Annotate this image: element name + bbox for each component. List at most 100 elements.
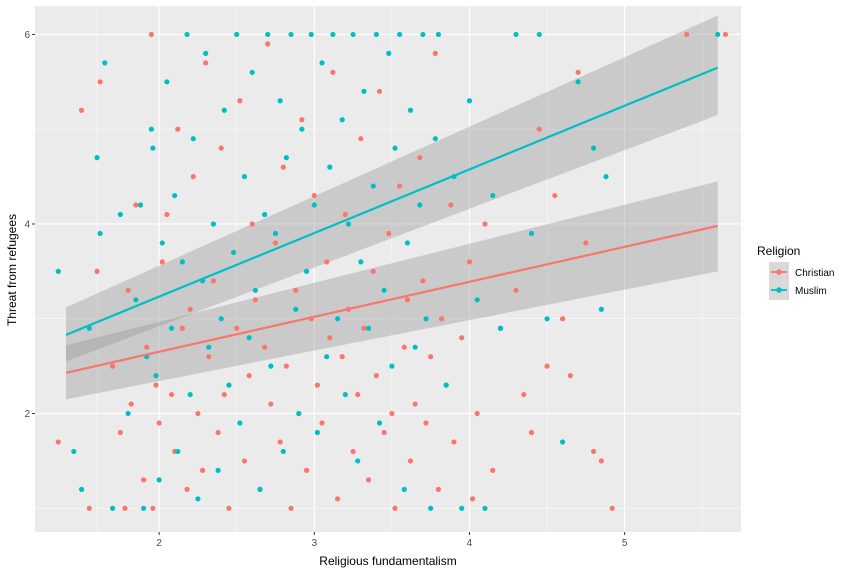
point-muslim-15: [150, 145, 156, 151]
point-muslim-76: [386, 50, 392, 56]
point-christian-43: [262, 344, 268, 350]
point-muslim-95: [482, 505, 488, 511]
point-christian-38: [241, 458, 248, 464]
point-christian-21: [175, 126, 181, 132]
point-muslim-101: [544, 316, 550, 322]
point-muslim-75: [381, 287, 387, 293]
point-muslim-10: [133, 297, 139, 303]
point-muslim-45: [265, 31, 271, 38]
point-muslim-11: [137, 202, 144, 208]
point-muslim-90: [443, 382, 449, 388]
point-christian-94: [466, 259, 473, 265]
point-christian-33: [221, 391, 227, 398]
point-muslim-0: [55, 268, 61, 274]
point-muslim-99: [528, 230, 535, 237]
point-muslim-93: [466, 98, 473, 104]
point-muslim-37: [234, 31, 240, 38]
point-christian-3: [94, 268, 100, 274]
point-christian-37: [237, 98, 243, 104]
point-christian-62: [334, 496, 341, 502]
point-christian-16: [156, 420, 162, 426]
point-muslim-67: [350, 31, 356, 38]
y-axis-title: Threat from refugees: [5, 214, 19, 326]
point-christian-27: [199, 467, 206, 473]
y-tick-labels: 2 4 6: [24, 30, 30, 420]
legend-key-point-christian: [776, 269, 782, 275]
point-muslim-60: [324, 354, 330, 360]
point-muslim-52: [293, 306, 299, 312]
point-christian-10: [133, 202, 139, 208]
point-muslim-66: [345, 221, 352, 227]
legend-label-muslim: Muslim: [795, 286, 827, 297]
point-muslim-70: [361, 88, 367, 94]
point-muslim-21: [172, 192, 178, 199]
point-christian-98: [490, 467, 496, 473]
point-christian-22: [179, 325, 186, 331]
x-tick-label-3: 3: [312, 538, 318, 549]
point-muslim-12: [141, 505, 147, 511]
point-muslim-74: [376, 420, 383, 426]
point-christian-44: [265, 41, 271, 47]
point-muslim-97: [497, 325, 504, 331]
point-christian-109: [583, 240, 589, 246]
point-christian-71: [370, 268, 376, 274]
point-christian-47: [277, 439, 283, 445]
point-christian-25: [190, 173, 196, 180]
point-christian-64: [342, 211, 348, 218]
point-muslim-77: [389, 363, 395, 369]
point-christian-8: [125, 287, 131, 293]
point-muslim-1: [71, 448, 77, 455]
point-christian-32: [218, 145, 224, 151]
point-christian-18: [164, 211, 170, 218]
point-christian-5: [109, 363, 116, 369]
point-muslim-4: [94, 155, 100, 161]
point-christian-1: [78, 107, 85, 113]
point-muslim-96: [490, 192, 496, 199]
point-muslim-59: [319, 60, 325, 66]
fit-line-muslim: [65, 66, 719, 336]
point-christian-102: [528, 429, 535, 436]
point-muslim-94: [474, 297, 480, 303]
point-christian-4: [97, 79, 103, 85]
point-christian-50: [288, 505, 294, 511]
point-christian-113: [684, 31, 690, 38]
point-muslim-8: [117, 211, 123, 218]
legend-title: Religion: [757, 244, 800, 258]
point-muslim-32: [215, 467, 221, 473]
point-christian-76: [389, 410, 395, 417]
point-christian-67: [355, 391, 361, 398]
point-christian-51: [293, 287, 299, 293]
point-christian-81: [407, 458, 414, 464]
points-muslim: [55, 31, 721, 511]
x-tick-label-2: 2: [156, 538, 162, 549]
point-christian-95: [469, 496, 476, 502]
point-muslim-47: [272, 230, 279, 237]
point-muslim-50: [283, 155, 289, 161]
x-axis-title: Religious fundamentalism: [319, 554, 456, 568]
point-muslim-81: [404, 240, 410, 246]
point-christian-80: [404, 297, 410, 303]
point-christian-78: [397, 183, 403, 189]
point-christian-0: [55, 439, 61, 445]
point-christian-7: [122, 505, 128, 511]
point-muslim-6: [102, 60, 108, 66]
confidence-band-muslim: [66, 15, 718, 362]
point-muslim-78: [392, 145, 398, 151]
point-muslim-86: [423, 316, 429, 322]
point-christian-30: [210, 278, 217, 284]
point-muslim-51: [288, 31, 294, 38]
point-christian-93: [459, 335, 465, 341]
point-muslim-54: [299, 126, 305, 132]
point-muslim-73: [373, 31, 379, 38]
point-christian-97: [482, 221, 488, 227]
point-muslim-84: [417, 202, 423, 208]
scatter-points: [55, 31, 729, 511]
point-muslim-36: [231, 249, 237, 256]
point-muslim-72: [370, 183, 376, 189]
y-tick-label-6: 6: [24, 30, 30, 41]
plot-panel: [35, 6, 741, 532]
point-christian-58: [319, 420, 325, 426]
point-christian-49: [283, 363, 289, 369]
point-christian-108: [575, 69, 581, 75]
point-christian-13: [148, 31, 154, 38]
